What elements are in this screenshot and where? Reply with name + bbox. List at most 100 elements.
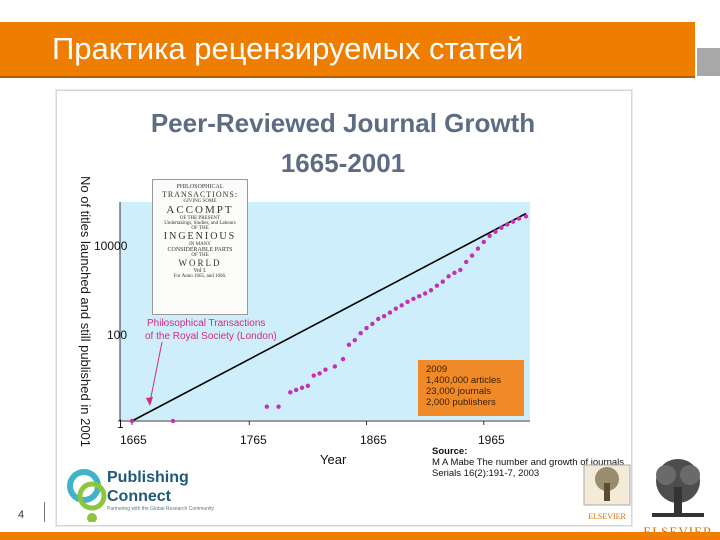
- data-point: [434, 283, 440, 288]
- publishing-connect-tagline: Partnering with the Global Research Comm…: [107, 506, 214, 512]
- data-point: [352, 337, 357, 343]
- annotation-arrow: [149, 341, 163, 403]
- data-point: [381, 313, 387, 319]
- info-publishers: 2,000 publishers: [426, 397, 496, 408]
- x-tick-label: 1665: [120, 433, 147, 447]
- data-point: [499, 225, 504, 231]
- data-point: [364, 325, 369, 331]
- stats-info-box: 2009 1,400,000 articles 23,000 journals …: [418, 360, 524, 416]
- data-point: [340, 356, 346, 362]
- trend-line: [131, 212, 527, 422]
- data-point: [170, 418, 176, 424]
- inset-line: WORLD: [178, 258, 222, 268]
- inset-line: INGENIOUS: [163, 231, 237, 242]
- data-point: [358, 331, 363, 336]
- page-number: 4: [18, 509, 25, 521]
- inset-line: OF THE: [191, 253, 209, 258]
- data-point: [493, 229, 498, 234]
- inset-line: IN MANY: [189, 242, 211, 247]
- data-point: [346, 342, 352, 347]
- annotation-line2: of the Royal Society (London): [145, 331, 277, 342]
- data-point: [417, 293, 422, 299]
- journal-title-page-image: PHILOSOPHICAL TRANSACTIONS: GIVING SOME …: [152, 179, 248, 315]
- data-point: [305, 383, 311, 388]
- data-point: [288, 390, 293, 395]
- data-point: [475, 246, 481, 251]
- data-point: [393, 306, 399, 311]
- data-point: [481, 239, 486, 245]
- inset-line: ACCOMPT: [166, 204, 234, 216]
- inset-line: Vol I.: [193, 268, 207, 274]
- inset-line: GIVING SOME: [183, 199, 217, 204]
- x-tick-label: 1965: [478, 433, 505, 447]
- data-point: [376, 316, 381, 322]
- logo-dot-icon: [87, 513, 97, 522]
- x-axis-label: Year: [320, 452, 347, 467]
- source-note: Source: M A Mabe The number and growth o…: [432, 446, 624, 479]
- source-line2: Serials 16(2):191-7, 2003: [432, 468, 540, 479]
- data-point: [505, 222, 510, 227]
- logo-ring-icon: [77, 481, 107, 511]
- inset-line: CONSIDERABLE PARTS: [167, 247, 233, 253]
- data-point: [129, 418, 135, 424]
- inset-line: OF THE PRESENT: [179, 216, 221, 221]
- data-point: [299, 385, 305, 390]
- info-articles: 1,400,000 articles: [426, 375, 501, 386]
- inset-line: TRANSACTIONS:: [161, 190, 239, 199]
- data-point: [510, 219, 516, 224]
- data-point: [422, 291, 428, 296]
- y-tick-label: 10000: [94, 239, 128, 253]
- data-point: [523, 214, 529, 219]
- footer-band: [0, 532, 720, 540]
- y-tick-label: 100: [107, 328, 128, 342]
- footer-divider: [44, 502, 45, 522]
- title-band-shadow: [0, 76, 695, 78]
- data-point: [446, 274, 451, 279]
- publishing-connect-logo: [67, 469, 107, 522]
- inset-line: Undertakings, Studies, and Labours: [164, 221, 236, 226]
- annotation-arrowhead: [146, 397, 153, 406]
- axes: [119, 202, 530, 422]
- title-band-end-accent: [697, 48, 720, 76]
- y-tick-label: 1: [117, 417, 124, 431]
- data-point: [311, 373, 316, 378]
- data-point: [405, 299, 410, 305]
- info-journals: 23,000 journals: [426, 386, 491, 397]
- annotation-line1: Philosophical Transactions: [147, 318, 266, 329]
- x-tick-label: 1865: [360, 433, 387, 447]
- publishing-connect-line2: Connect: [107, 488, 171, 505]
- data-point: [428, 288, 434, 293]
- data-point: [387, 310, 393, 315]
- chart-title-line2: 1665-2001: [280, 148, 406, 178]
- elsevier-small-label: ELSEVIER: [588, 512, 626, 521]
- elsevier-tree-icon: [583, 464, 631, 506]
- data-point: [293, 387, 299, 393]
- inset-line: For Anno 1665, and 1666.: [173, 274, 227, 279]
- info-year: 2009: [426, 364, 448, 375]
- slide-title: Практика рецензируемых статей: [52, 31, 524, 66]
- data-point: [452, 270, 457, 276]
- data-point: [469, 253, 475, 258]
- x-tick-label: 1765: [240, 433, 267, 447]
- elsevier-logo-large: ELSEVIER: [638, 457, 718, 539]
- data-point: [323, 367, 328, 372]
- data-point: [332, 364, 338, 369]
- data-point: [463, 259, 469, 265]
- data-point: [264, 404, 270, 409]
- data-point: [370, 321, 375, 327]
- data-point: [399, 303, 404, 308]
- chart-title-line1: Peer-Reviewed Journal Growth: [150, 108, 536, 138]
- inset-line: PHILOSOPHICAL: [176, 184, 224, 190]
- publishing-connect-line1: Publishing: [107, 469, 189, 486]
- data-point: [458, 267, 463, 273]
- data-point: [276, 404, 281, 409]
- data-point: [487, 233, 492, 239]
- data-point: [440, 279, 445, 284]
- data-point: [516, 216, 522, 221]
- elsevier-logo-small: ELSEVIER: [582, 463, 632, 521]
- data-point: [411, 296, 416, 302]
- source-label: Source:: [432, 446, 468, 457]
- source-line1: M A Mabe The number and growth of journa…: [432, 457, 625, 468]
- title-band: [0, 22, 695, 76]
